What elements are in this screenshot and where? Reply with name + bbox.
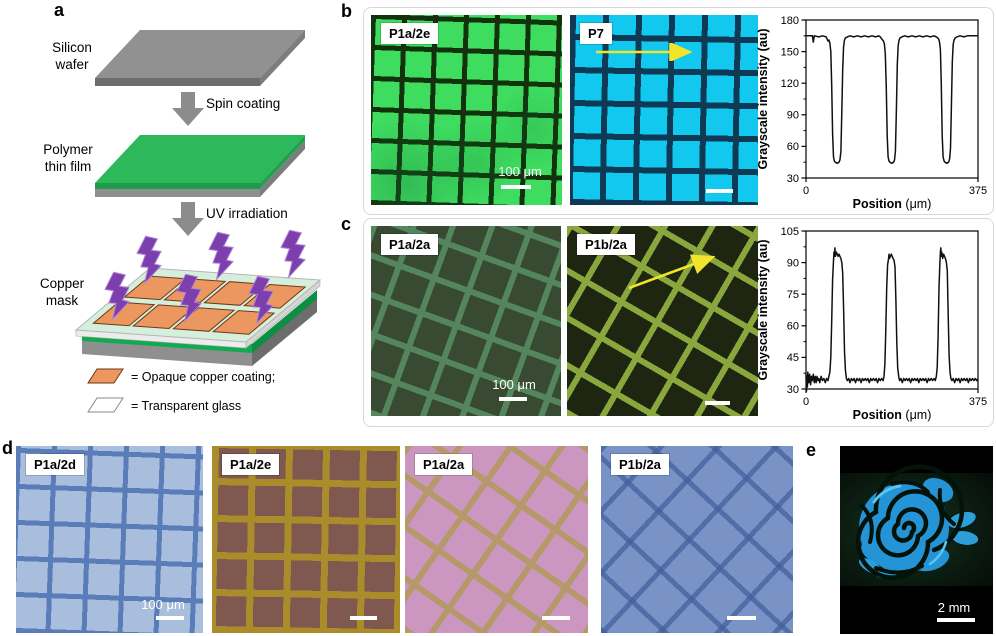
svg-text:45: 45 <box>787 352 799 364</box>
micrograph-c-p1a2a: P1a/2a 100 μm <box>371 226 561 416</box>
svg-text:30: 30 <box>787 173 799 185</box>
rose-photo: 2 mm <box>840 446 993 634</box>
scale-text: 100 μm <box>492 377 536 392</box>
micrograph-label: P1b/2a <box>611 454 669 475</box>
micrograph-b-p7: P7 <box>570 15 758 205</box>
micrograph-c-p1b2a: P1b/2a <box>567 226 758 416</box>
grayscale-profile-chart-c: 30 45 60 75 90 105 0 375 Position (μm) Grayscale … <box>756 226 987 422</box>
svg-text:105: 105 <box>781 226 799 238</box>
panel-letter-c: c <box>341 214 352 234</box>
silicon-wafer-shape <box>95 30 305 86</box>
panel-letter-b: b <box>341 1 352 21</box>
svg-text:75: 75 <box>787 289 799 301</box>
line-scan-arrow-icon <box>628 254 716 290</box>
uv-bolt-icon <box>248 275 275 326</box>
micrograph-d-p1a2d: P1a/2d 100 μm <box>16 446 203 633</box>
legend-label-glass: = Transparent glass <box>131 399 241 413</box>
uv-bolt-icons <box>104 229 307 326</box>
micrograph-d-p1b2a: P1b/2a <box>601 446 793 633</box>
uv-bolt-icon <box>176 273 203 324</box>
copper-mask-label-line1: Copper <box>40 276 85 291</box>
rose-icon <box>855 464 980 580</box>
micrograph-label: P1b/2a <box>577 234 635 255</box>
micrograph-label: P7 <box>580 23 612 44</box>
svg-text:Position (μm): Position (μm) <box>853 408 932 422</box>
svg-text:Position (μm): Position (μm) <box>853 197 932 211</box>
scale-bar <box>706 189 733 193</box>
legend-swatch-glass <box>87 397 124 413</box>
micrograph-b-p1a2e: P1a/2e 100 μm <box>371 15 562 205</box>
panel-a-schematic: Silicon wafer Spin coating Polymer thin … <box>40 30 322 413</box>
polymer-film-shape <box>95 135 305 197</box>
uv-irradiation-label: UV irradiation <box>206 206 288 221</box>
svg-text:90: 90 <box>787 110 799 122</box>
svg-text:150: 150 <box>781 46 799 58</box>
scale-bar <box>542 616 570 620</box>
micrograph-label: P1a/2a <box>381 234 439 255</box>
panel-letter-d: d <box>2 438 13 458</box>
scale-text: 2 mm <box>937 600 971 615</box>
scale-bar <box>937 618 975 622</box>
svg-text:90: 90 <box>787 257 799 269</box>
uv-irradiation-arrow-icon <box>172 202 204 236</box>
panel-letter-a: a <box>54 0 65 20</box>
svg-text:Grayscale intensity (au): Grayscale intensity (au) <box>756 239 770 380</box>
svg-text:375: 375 <box>969 185 987 197</box>
svg-text:30: 30 <box>787 384 799 396</box>
scale-bar <box>350 616 377 620</box>
scale-text: 100 μm <box>141 597 185 612</box>
uv-bolt-icon <box>104 271 131 322</box>
spin-coating-label: Spin coating <box>206 96 280 111</box>
scale-bar <box>499 397 527 401</box>
svg-text:60: 60 <box>787 141 799 153</box>
uv-bolt-icon <box>208 231 235 282</box>
svg-text:375: 375 <box>969 396 987 408</box>
silicon-wafer-label-line1: Silicon <box>52 40 92 55</box>
micrograph-d-p1a2a: P1a/2a <box>405 446 588 633</box>
micrograph-label: P1a/2e <box>222 454 280 475</box>
scale-bar <box>727 616 756 620</box>
silicon-wafer-label-line2: wafer <box>54 57 89 72</box>
uv-bolt-icon <box>136 235 163 286</box>
svg-text:0: 0 <box>803 185 809 197</box>
polymer-film-label-line1: Polymer <box>43 142 93 157</box>
scale-bar <box>156 616 184 620</box>
line-scan-arrow-icon <box>596 43 693 61</box>
svg-text:60: 60 <box>787 321 799 333</box>
grayscale-profile-chart-b: 30 60 90 120 150 180 0 375 Position (μm) Grayscal… <box>756 15 987 211</box>
copper-mask-label-line2: mask <box>46 293 79 308</box>
scale-text: 100 μm <box>498 164 542 179</box>
polymer-film-label-line2: thin film <box>45 159 92 174</box>
rose-image <box>840 446 993 634</box>
micrograph-label: P1a/2e <box>381 23 439 44</box>
legend-swatch-copper <box>87 368 124 384</box>
svg-text:120: 120 <box>781 78 799 90</box>
legend-label-copper: = Opaque copper coating; <box>131 370 275 384</box>
micrograph-d-p1a2e: P1a/2e <box>212 446 400 633</box>
scale-bar <box>705 401 730 405</box>
micrograph-label: P1a/2d <box>26 454 84 475</box>
scale-bar <box>501 185 531 189</box>
uv-bolt-icon <box>280 229 307 280</box>
panel-letter-e: e <box>806 440 817 460</box>
svg-text:Grayscale intensity (au): Grayscale intensity (au) <box>756 28 770 169</box>
svg-text:0: 0 <box>803 396 809 408</box>
micrograph-label: P1a/2a <box>415 454 473 475</box>
svg-text:180: 180 <box>781 15 799 27</box>
spin-coating-arrow-icon <box>172 92 204 126</box>
